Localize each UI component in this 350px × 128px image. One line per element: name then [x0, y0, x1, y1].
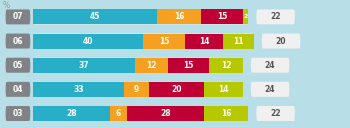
FancyBboxPatch shape	[223, 34, 253, 49]
FancyBboxPatch shape	[149, 82, 204, 97]
Text: 33: 33	[73, 85, 84, 94]
FancyBboxPatch shape	[243, 9, 248, 24]
Text: %: %	[3, 1, 10, 10]
FancyBboxPatch shape	[33, 9, 248, 24]
Text: 40: 40	[83, 37, 93, 46]
FancyBboxPatch shape	[6, 58, 30, 73]
FancyBboxPatch shape	[33, 34, 253, 49]
Text: 22: 22	[270, 109, 281, 118]
Text: 37: 37	[79, 61, 89, 70]
FancyBboxPatch shape	[204, 82, 243, 97]
FancyBboxPatch shape	[33, 9, 157, 24]
Text: 12: 12	[221, 61, 231, 70]
Text: 28: 28	[66, 109, 77, 118]
FancyBboxPatch shape	[256, 9, 295, 24]
FancyBboxPatch shape	[6, 82, 30, 97]
FancyBboxPatch shape	[33, 34, 143, 49]
FancyBboxPatch shape	[6, 9, 30, 24]
FancyBboxPatch shape	[168, 58, 209, 73]
Text: 06: 06	[13, 37, 23, 46]
FancyBboxPatch shape	[157, 9, 201, 24]
Text: 9: 9	[134, 85, 139, 94]
FancyBboxPatch shape	[33, 58, 135, 73]
Text: 24: 24	[265, 61, 275, 70]
Text: 15: 15	[217, 12, 227, 21]
Text: 20: 20	[171, 85, 182, 94]
Text: 12: 12	[146, 61, 157, 70]
Text: 16: 16	[221, 109, 231, 118]
Text: 07: 07	[13, 12, 23, 21]
FancyBboxPatch shape	[124, 82, 149, 97]
FancyBboxPatch shape	[209, 58, 243, 73]
FancyBboxPatch shape	[110, 106, 127, 121]
FancyBboxPatch shape	[33, 106, 248, 121]
FancyBboxPatch shape	[33, 82, 124, 97]
Text: 11: 11	[233, 37, 244, 46]
Text: 6: 6	[116, 109, 121, 118]
FancyBboxPatch shape	[143, 34, 185, 49]
Text: 15: 15	[184, 61, 194, 70]
FancyBboxPatch shape	[6, 106, 30, 121]
FancyBboxPatch shape	[33, 82, 243, 97]
Text: 04: 04	[13, 85, 23, 94]
FancyBboxPatch shape	[6, 34, 30, 49]
Text: 14: 14	[199, 37, 209, 46]
FancyBboxPatch shape	[33, 106, 110, 121]
FancyBboxPatch shape	[33, 58, 243, 73]
FancyBboxPatch shape	[262, 34, 300, 49]
Text: 14: 14	[218, 85, 229, 94]
Text: 16: 16	[174, 12, 184, 21]
FancyBboxPatch shape	[251, 58, 289, 73]
FancyBboxPatch shape	[127, 106, 204, 121]
Text: 28: 28	[160, 109, 171, 118]
Text: 05: 05	[13, 61, 23, 70]
FancyBboxPatch shape	[201, 9, 243, 24]
FancyBboxPatch shape	[251, 82, 289, 97]
Text: 24: 24	[265, 85, 275, 94]
FancyBboxPatch shape	[185, 34, 223, 49]
Text: 20: 20	[276, 37, 286, 46]
FancyBboxPatch shape	[256, 106, 295, 121]
Text: 15: 15	[159, 37, 169, 46]
Text: 22: 22	[270, 12, 281, 21]
FancyBboxPatch shape	[135, 58, 168, 73]
Text: 2: 2	[243, 14, 247, 19]
Text: 03: 03	[13, 109, 23, 118]
Text: 45: 45	[90, 12, 100, 21]
FancyBboxPatch shape	[204, 106, 248, 121]
